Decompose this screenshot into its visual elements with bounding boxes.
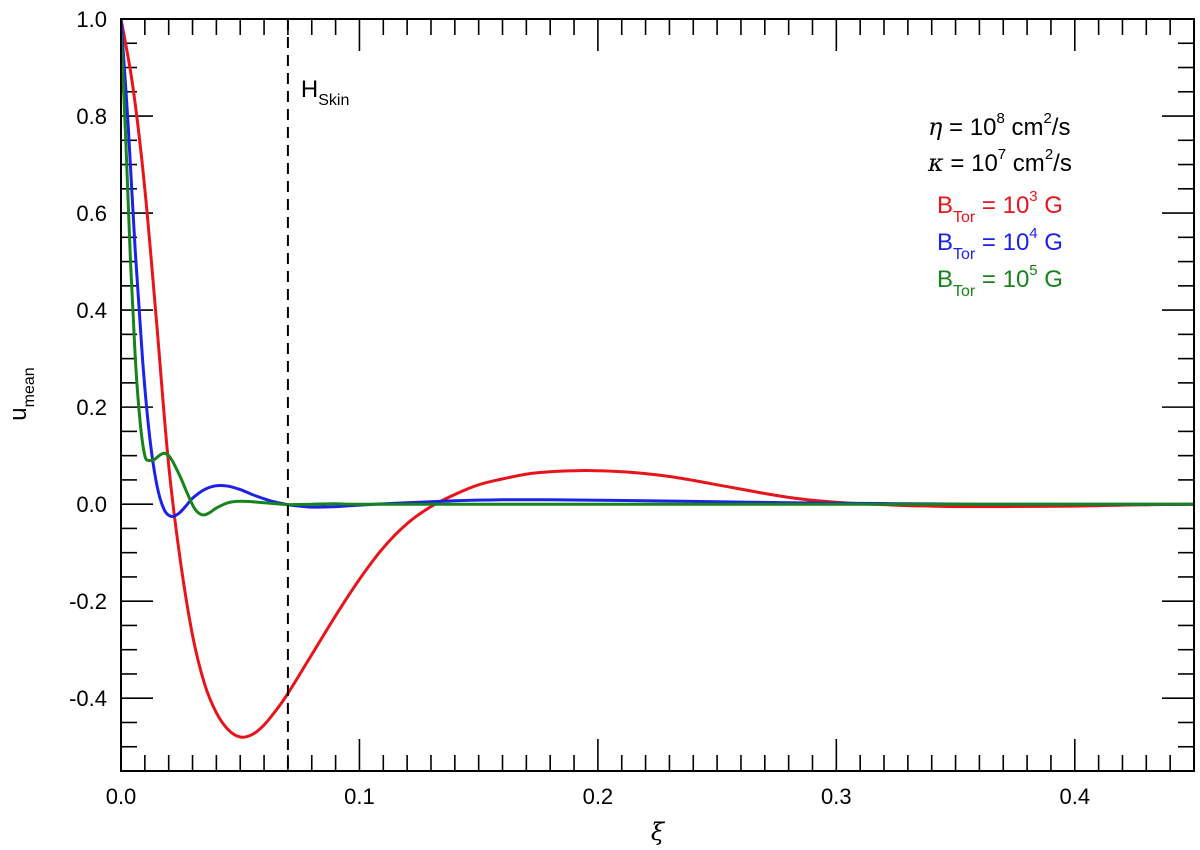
y-tick-label: 0.0: [76, 492, 107, 517]
axis-ticks: [120, 18, 1195, 772]
annotation-line-2-part: κ: [927, 149, 944, 177]
x-tick-label: 0.3: [821, 784, 852, 809]
x-tick-label: 0.0: [106, 784, 137, 809]
annotation-line-1-part: cm: [1005, 114, 1044, 141]
y-tick-label: -0.4: [69, 686, 107, 711]
legend-entry-1-part: B: [937, 192, 953, 219]
legend-entry-2-part: Tor: [953, 246, 976, 263]
skin-depth-label-main: H: [301, 76, 318, 103]
annotation-line-2: κ = 107 cm2/s: [927, 146, 1072, 177]
annotation-line-1: η = 108 cm2/s: [928, 110, 1070, 141]
y-axis-label-main: u: [5, 407, 32, 420]
legend-entry-3-part: Tor: [953, 283, 976, 300]
legend-entry-2-part: G: [1038, 229, 1063, 256]
y-tick-label: 0.8: [76, 104, 107, 129]
legend-entry-1-part: G: [1038, 192, 1063, 219]
y-tick-label: 0.4: [76, 298, 107, 323]
annotation-line-2-part: /s: [1053, 150, 1072, 177]
legend-entry-3-part: B: [937, 266, 953, 293]
legend-entry-3: BTor = 105 G: [937, 262, 1063, 300]
annotation-line-2-part: 2: [1045, 146, 1053, 163]
x-tick-label: 0.4: [1059, 784, 1090, 809]
y-tick-label: -0.2: [69, 589, 107, 614]
annotation-line-1-part: 2: [1043, 110, 1051, 127]
legend-entry-1: BTor = 103 G: [937, 188, 1063, 226]
annotation-line-2-part: cm: [1006, 150, 1045, 177]
y-axis-label-sub: mean: [21, 367, 38, 407]
skin-depth-label: HSkin: [301, 76, 349, 109]
plot-frame: [120, 18, 1195, 772]
series-line-3: [121, 33, 1194, 517]
legend-entry-1-part: 3: [1029, 188, 1037, 205]
x-tick-label: 0.1: [344, 784, 375, 809]
y-axis-label: umean: [5, 367, 38, 420]
legend-entry-2-part: = 10: [975, 229, 1029, 256]
y-tick-label: 0.6: [76, 201, 107, 226]
annotation-line-1-part: = 10: [942, 114, 996, 141]
legend-entry-1-part: Tor: [953, 209, 976, 226]
annotation-line-1-part: /s: [1052, 114, 1071, 141]
x-tick-label: 0.2: [583, 784, 614, 809]
y-tick-label: 1.0: [76, 7, 107, 32]
annotation-line-1-part: η: [928, 113, 943, 141]
annotation-line-2-part: = 10: [944, 150, 998, 177]
legend-entry-2-part: B: [937, 229, 953, 256]
skin-depth-label-sub: Skin: [318, 92, 349, 109]
annotation-line-1-part: 8: [996, 110, 1004, 127]
annotations: η = 108 cm2/sκ = 107 cm2/s: [927, 110, 1072, 177]
legend-entry-3-part: 5: [1029, 262, 1037, 279]
legend-entry-3-part: G: [1038, 266, 1063, 293]
legend-entry-2-part: 4: [1029, 225, 1037, 242]
annotation-line-2-part: 7: [998, 146, 1006, 163]
y-tick-label: 0.2: [76, 395, 107, 420]
legend-entry-2: BTor = 104 G: [937, 225, 1063, 263]
legend-entry-3-part: = 10: [975, 266, 1029, 293]
series-layer: [121, 19, 1194, 739]
x-axis-label: ξ: [651, 818, 666, 846]
legend-entry-1-part: = 10: [975, 192, 1029, 219]
tick-labels: 0.0 0.1 0.2 0.3 0.4 -0.4 -0.2 0.0 0.2 0.4 0.6 0.8 1.…: [69, 7, 1090, 809]
